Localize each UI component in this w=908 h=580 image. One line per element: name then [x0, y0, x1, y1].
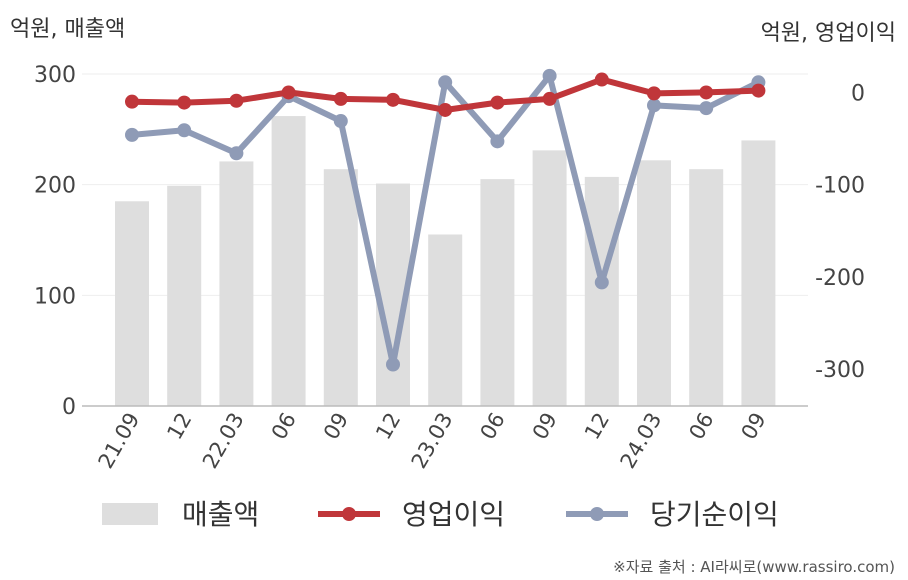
- revenue-bar: [584, 176, 619, 406]
- operating-profit-point: [438, 102, 453, 117]
- revenue-bar: [689, 169, 724, 406]
- profit-lines: [125, 68, 766, 372]
- x-axis-tick-label: 06: [267, 409, 301, 444]
- left-axis-tick-label: 100: [34, 284, 76, 309]
- revenue-bar: [115, 201, 149, 406]
- legend-label-revenue: 매출액: [182, 498, 259, 531]
- x-axis-ticks: 21.09 12 22.03 06 09 12 23.03 06 09 12 24.03 06 09: [93, 409, 770, 473]
- net-income-point: [490, 134, 505, 149]
- source-note: ※자료 출처 : AI라씨로(www.rassiro.com): [613, 558, 895, 576]
- revenue-bars: [115, 116, 776, 406]
- operating-profit-point: [125, 94, 139, 109]
- left-axis-ticks: 0 100 200 300: [34, 63, 76, 420]
- operating-profit-point: [333, 91, 348, 106]
- operating-profit-point: [229, 93, 244, 108]
- operating-profit-point: [751, 83, 766, 98]
- net-income-point: [177, 123, 192, 138]
- legend-marker-net-income: [590, 507, 604, 521]
- operating-profit-point: [490, 95, 505, 110]
- revenue-bar: [271, 116, 306, 406]
- revenue-bar: [219, 161, 254, 406]
- x-axis-tick-label: 09: [319, 409, 353, 444]
- legend-marker-operating-profit: [342, 507, 356, 521]
- x-axis-tick-label: 06: [476, 409, 510, 444]
- operating-profit-point: [542, 91, 557, 106]
- net-income-point: [125, 127, 139, 142]
- operating-profit-point: [386, 92, 400, 107]
- x-axis-tick-label: 23.03: [407, 409, 458, 473]
- operating-profit-point: [177, 95, 192, 110]
- x-axis-tick-label: 22.03: [198, 409, 249, 473]
- left-axis-tick-label: 300: [34, 63, 76, 88]
- x-axis-tick-label: 12: [371, 409, 405, 444]
- net-income-point: [594, 275, 609, 290]
- operating-profit-point: [699, 85, 714, 100]
- x-axis-tick-label: 09: [528, 409, 562, 444]
- right-axis-tick-label: -200: [815, 266, 865, 291]
- right-axis-unit-label: 억원, 영업이익: [761, 21, 896, 46]
- legend: 매출액 영업이익 당기순이익: [102, 498, 779, 531]
- net-income-point: [229, 146, 244, 161]
- net-income-point: [647, 98, 661, 113]
- revenue-bar: [480, 179, 515, 406]
- legend-swatch-revenue: [102, 503, 158, 525]
- legend-label-net-income: 당기순이익: [650, 498, 779, 531]
- left-axis-tick-label: 200: [34, 174, 76, 199]
- revenue-bar: [741, 140, 776, 406]
- revenue-bar: [428, 234, 463, 406]
- x-axis-tick-label: 21.09: [93, 409, 144, 473]
- right-axis-tick-label: 0: [851, 81, 865, 106]
- right-axis-ticks: 0 -100 -200 -300: [815, 81, 865, 383]
- revenue-bar: [532, 150, 567, 406]
- revenue-bar: [637, 160, 671, 406]
- x-axis-tick-label: 12: [162, 409, 196, 444]
- right-axis-tick-label: -300: [815, 358, 865, 383]
- operating-profit-point: [281, 85, 296, 100]
- x-axis-tick-label: 06: [684, 409, 718, 444]
- right-axis-tick-label: -100: [815, 174, 865, 199]
- revenue-bar: [167, 185, 202, 406]
- left-axis-unit-label: 억원, 매출액: [10, 17, 125, 42]
- x-axis-tick-label: 24.03: [615, 409, 666, 473]
- x-axis-tick-label: 12: [580, 409, 614, 444]
- net-income-point: [386, 357, 400, 372]
- net-income-point: [438, 75, 453, 90]
- net-income-point: [699, 101, 714, 116]
- revenue-bar: [323, 169, 358, 406]
- legend-label-operating-profit: 영업이익: [402, 498, 505, 531]
- operating-profit-point: [647, 86, 661, 101]
- net-income-point: [542, 68, 557, 83]
- operating-profit-point: [594, 72, 609, 87]
- x-axis-tick-label: 09: [737, 409, 771, 444]
- net-income-point: [333, 114, 348, 129]
- left-axis-tick-label: 0: [62, 395, 76, 420]
